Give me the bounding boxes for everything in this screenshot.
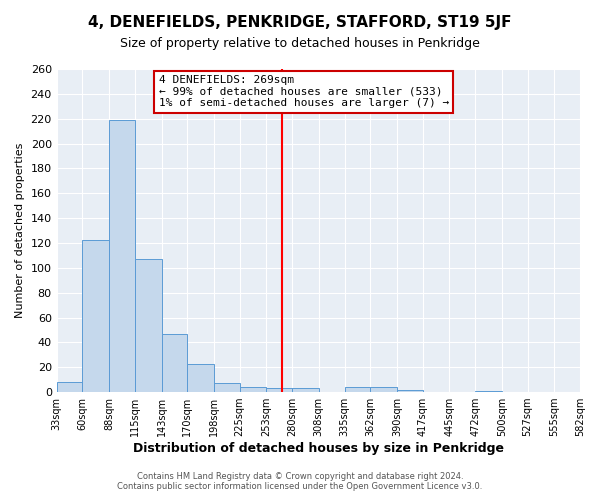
- Text: Contains HM Land Registry data © Crown copyright and database right 2024.: Contains HM Land Registry data © Crown c…: [137, 472, 463, 481]
- Bar: [82, 240, 109, 392]
- Bar: [214, 384, 239, 392]
- Text: Size of property relative to detached houses in Penkridge: Size of property relative to detached ho…: [120, 38, 480, 51]
- X-axis label: Distribution of detached houses by size in Penkridge: Distribution of detached houses by size …: [133, 442, 504, 455]
- Text: Contains public sector information licensed under the Open Government Licence v3: Contains public sector information licen…: [118, 482, 482, 491]
- Bar: [292, 388, 319, 392]
- Bar: [397, 390, 423, 392]
- Bar: [344, 387, 370, 392]
- Bar: [239, 387, 266, 392]
- Bar: [475, 391, 502, 392]
- Bar: [161, 334, 187, 392]
- Bar: [56, 382, 82, 392]
- Text: 4 DENEFIELDS: 269sqm
← 99% of detached houses are smaller (533)
1% of semi-detac: 4 DENEFIELDS: 269sqm ← 99% of detached h…: [158, 75, 449, 108]
- Text: 4, DENEFIELDS, PENKRIDGE, STAFFORD, ST19 5JF: 4, DENEFIELDS, PENKRIDGE, STAFFORD, ST19…: [88, 15, 512, 30]
- Bar: [109, 120, 135, 392]
- Y-axis label: Number of detached properties: Number of detached properties: [15, 143, 25, 318]
- Bar: [135, 259, 161, 392]
- Bar: [266, 388, 292, 392]
- Bar: [187, 364, 214, 392]
- Bar: [370, 387, 397, 392]
